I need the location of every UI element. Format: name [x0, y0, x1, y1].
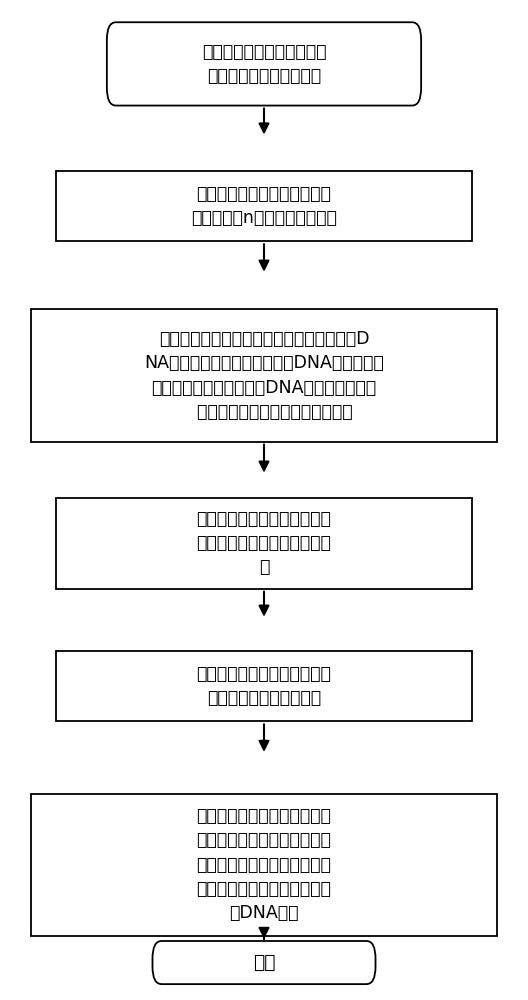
Text: 对接之后的得分文件被两个矩
阵生成函数读取，分别生成两
种得分矩阵文件，能够从中查
找与靶标小分子得分最高的双
链DNA序列: 对接之后的得分文件被两个矩 阵生成函数读取，分别生成两 种得分矩阵文件，能够从中… [196, 807, 332, 922]
FancyBboxPatch shape [31, 794, 497, 936]
FancyBboxPatch shape [56, 171, 472, 241]
Text: 将每一个靶标小分子与每一个
适配体分别进行分子对接: 将每一个靶标小分子与每一个 适配体分别进行分子对接 [196, 665, 332, 707]
FancyBboxPatch shape [107, 22, 421, 106]
Text: 计算机辅助筛选小分子化合
物靶标适配体的实现方法: 计算机辅助筛选小分子化合 物靶标适配体的实现方法 [202, 43, 326, 85]
Text: 对随机不重复序列中的每一个序列进行双链D
NA结构的建模，生成对应双链DNA三维结构文
件；对每一个生成的双链DNA的三维结构文件
    进行格式转换，使其用: 对随机不重复序列中的每一个序列进行双链D NA结构的建模，生成对应双链DNA三维… [144, 330, 384, 421]
Text: 对靶标小分子进行格式转换，
使其能够用于下一步的分子对
接: 对靶标小分子进行格式转换， 使其能够用于下一步的分子对 接 [196, 510, 332, 576]
FancyBboxPatch shape [56, 651, 472, 721]
FancyBboxPatch shape [153, 941, 375, 984]
Text: 结束: 结束 [253, 953, 275, 972]
FancyBboxPatch shape [56, 498, 472, 589]
Text: 根据用户输入的序列长度生成
指定长度为n的随机不重复序列: 根据用户输入的序列长度生成 指定长度为n的随机不重复序列 [191, 185, 337, 227]
FancyBboxPatch shape [31, 309, 497, 442]
